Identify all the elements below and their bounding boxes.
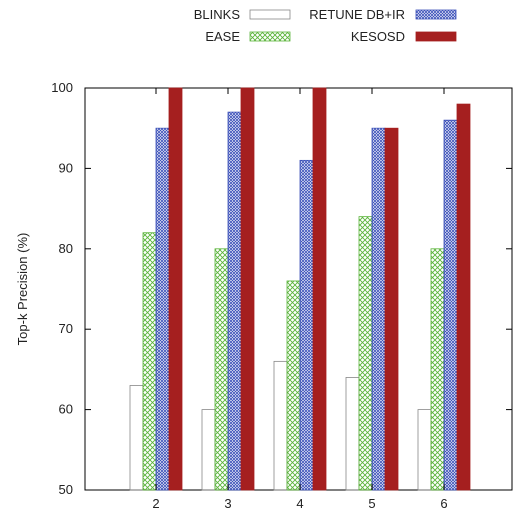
bar-kesosd [312, 87, 327, 491]
bar-blinks [345, 377, 360, 491]
bar-ease [214, 248, 229, 491]
y-axis-title: Top-k Precision (%) [15, 233, 30, 346]
bar-retune-db-ir [227, 111, 242, 491]
bar-kesosd [240, 87, 255, 491]
bar-retune-db-ir [371, 127, 386, 491]
y-tick-label: 100 [51, 80, 73, 95]
legend: BLINKS RETUNE DB+IR EASE KESOSD [194, 7, 457, 44]
bar-ease [286, 280, 301, 491]
bar-blinks [273, 360, 288, 491]
y-tick-label: 80 [59, 241, 73, 256]
y-tick-label: 70 [59, 321, 73, 336]
x-tick-label: 2 [152, 496, 159, 511]
x-tick-label: 4 [296, 496, 303, 511]
legend-swatch [249, 9, 291, 20]
y-tick-label: 90 [59, 160, 73, 175]
bar-ease [430, 248, 445, 491]
y-tick-label: 50 [59, 482, 73, 497]
legend-label: BLINKS [194, 7, 241, 22]
bar-retune-db-ir [155, 127, 170, 491]
legend-label: RETUNE DB+IR [309, 7, 405, 22]
bar-retune-db-ir [443, 119, 458, 491]
legend-label: EASE [205, 29, 240, 44]
plot-area: 50 60 70 80 90 100 2 3 4 5 6 [51, 80, 513, 511]
x-tick-label: 3 [224, 496, 231, 511]
bar-blinks [129, 385, 144, 491]
legend-label: KESOSD [351, 29, 405, 44]
bar-blinks [417, 409, 432, 491]
bar-kesosd [168, 87, 183, 491]
bar-kesosd [384, 127, 399, 491]
y-tick-label: 60 [59, 402, 73, 417]
x-tick-label: 5 [368, 496, 375, 511]
bar-kesosd [456, 103, 471, 491]
x-tick-label: 6 [440, 496, 447, 511]
legend-swatch [415, 9, 457, 20]
legend-swatch [249, 31, 291, 42]
bar-blinks [201, 409, 216, 491]
legend-swatch [415, 31, 457, 42]
bar-retune-db-ir [299, 159, 314, 491]
bar-ease [358, 216, 373, 491]
bar-ease [142, 232, 157, 491]
